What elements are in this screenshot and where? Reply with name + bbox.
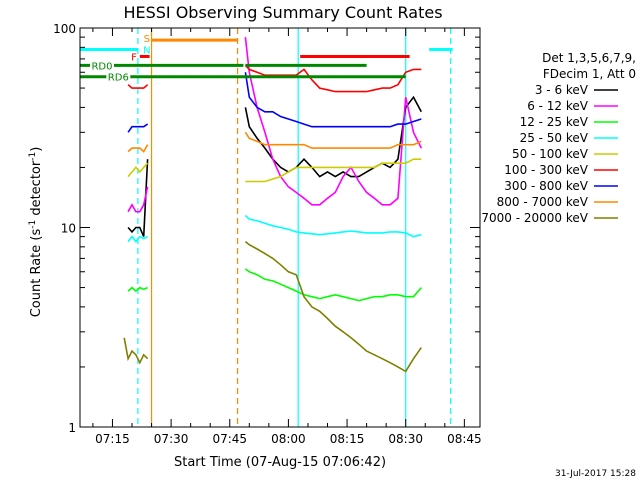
legend-label: 6 - 12 keV	[527, 99, 589, 113]
flag-label: RD6	[108, 73, 129, 84]
series-line	[244, 214, 422, 238]
series-line	[127, 286, 148, 293]
x-tick-label: 07:45	[212, 432, 247, 446]
x-tick-label: 07:15	[95, 432, 130, 446]
series-line	[244, 64, 422, 93]
flag-label: RD0	[91, 61, 112, 72]
series-line	[244, 95, 423, 178]
x-tick-label: 07:30	[154, 432, 189, 446]
legend-label: 25 - 50 keV	[520, 131, 589, 145]
series-line	[244, 268, 422, 302]
series-line	[245, 158, 422, 183]
legend: Det 1,3,5,6,7,9, FDecim 1, Att 0 3 - 6 k…	[481, 51, 636, 225]
y-tick-label: 1	[68, 421, 76, 435]
x-axis-ticks: 07:15 07:30 07:45 08:00 08:15 08:30 08:45	[92, 28, 482, 446]
series-line	[244, 240, 422, 373]
series-line	[127, 186, 149, 213]
legend-label: 800 - 7000 keV	[497, 195, 589, 209]
series-line	[244, 131, 422, 149]
series-line	[127, 162, 149, 178]
y-axis-ticks: 1 10 100	[53, 22, 480, 435]
chart-title: HESSI Observing Summary Count Rates	[123, 3, 442, 22]
legend-label: 50 - 100 keV	[512, 147, 589, 161]
flag-label: F	[131, 52, 137, 63]
flag-label: S	[144, 34, 150, 45]
legend-label: 3 - 6 keV	[535, 83, 589, 97]
flag-label: N	[143, 46, 150, 57]
series-line	[127, 144, 149, 153]
y-tick-label: 100	[53, 22, 76, 36]
series-line	[127, 159, 149, 237]
legend-label: 7000 - 20000 keV	[481, 211, 588, 225]
legend-label: 300 - 800 keV	[504, 179, 588, 193]
x-tick-label: 08:15	[330, 432, 365, 446]
series-line	[127, 235, 148, 243]
legend-header-line-2: FDecim 1, Att 0	[543, 67, 636, 81]
y-tick-label: 10	[61, 222, 76, 236]
series-line	[123, 337, 149, 365]
x-tick-label: 08:45	[447, 432, 482, 446]
series-line	[244, 37, 423, 206]
legend-header-line-1: Det 1,3,5,6,7,9,	[542, 51, 636, 65]
series-line	[127, 84, 149, 89]
x-tick-label: 08:00	[271, 432, 306, 446]
series-line	[127, 123, 149, 133]
x-tick-label: 08:30	[388, 432, 423, 446]
y-axis-label: Count Rate (s-1 detector-1)	[28, 147, 44, 318]
footer-timestamp: 31-Jul-2017 15:28	[555, 469, 636, 479]
x-axis-label: Start Time (07-Aug-15 07:06:42)	[174, 455, 386, 470]
legend-label: 12 - 25 keV	[520, 115, 589, 129]
series-line	[244, 72, 422, 128]
legend-label: 100 - 300 keV	[504, 163, 588, 177]
